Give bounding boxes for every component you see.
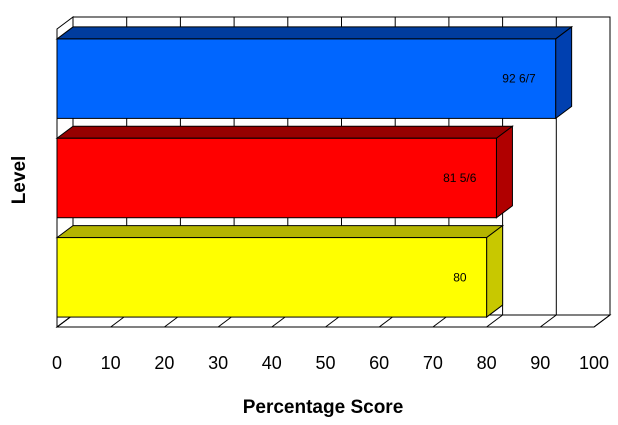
- bar-top: [55, 26, 574, 40]
- bar-side: [486, 224, 504, 319]
- floor-gridline: [593, 314, 611, 328]
- x-axis-ticks: 0 10 20 30 40 50 60 70 80 90 100: [52, 353, 609, 373]
- y-axis-label: Level: [9, 156, 30, 205]
- bar-side: [495, 125, 513, 219]
- bar-group: 80: [55, 224, 505, 319]
- x-tick-label: 90: [530, 353, 550, 373]
- x-tick-label: 20: [154, 353, 174, 373]
- x-axis-label: Percentage Score: [243, 397, 404, 418]
- x-tick-label: 30: [208, 353, 228, 373]
- x-tick-label: 70: [423, 353, 443, 373]
- floor-gridline: [539, 314, 557, 328]
- bar: [56, 237, 488, 318]
- x-tick-label: 100: [579, 353, 609, 373]
- bars: 92 6/7 81 5/6 80: [55, 25, 574, 319]
- bar-top: [55, 125, 514, 139]
- x-tick-label: 10: [101, 353, 121, 373]
- bar: [56, 137, 497, 219]
- bar: [56, 38, 557, 119]
- bar-group: 81 5/6: [55, 125, 514, 219]
- bar-data-label: 80: [453, 270, 467, 284]
- floor-gridline: [486, 314, 503, 328]
- x-tick-label: 40: [262, 353, 282, 373]
- x-tick-label: 60: [369, 353, 389, 373]
- bar-side: [555, 25, 573, 120]
- bar-data-label: 92 6/7: [502, 72, 536, 86]
- bar-data-label: 81 5/6: [443, 171, 477, 185]
- bar-top: [55, 225, 505, 239]
- x-tick-label: 0: [52, 353, 62, 373]
- bar-group: 92 6/7: [55, 25, 574, 120]
- x-tick-label: 80: [477, 353, 497, 373]
- x-tick-label: 50: [315, 353, 335, 373]
